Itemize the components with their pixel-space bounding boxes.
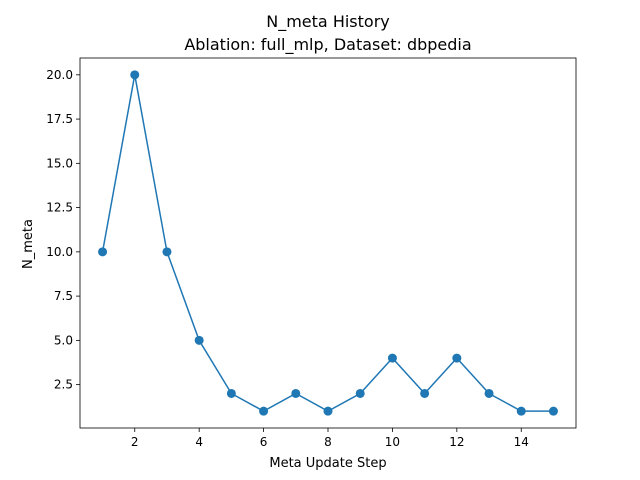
plot-area: 2 4 6 8 10 12 14 2.5 5.0 7.5 10.0 12.5 15.0 17.5 20.0 — [46, 57, 577, 449]
x-tick-label: 4 — [195, 435, 203, 449]
data-point — [420, 388, 430, 398]
x-tick-label: 10 — [385, 435, 400, 449]
y-tick-label: 5.0 — [54, 333, 73, 347]
data-point — [194, 335, 204, 345]
x-tick-label: 6 — [260, 435, 268, 449]
x-axis-label: Meta Update Step — [269, 456, 386, 471]
chart-title: N_meta History — [266, 12, 389, 32]
data-point — [259, 406, 269, 416]
data-point — [355, 388, 365, 398]
y-tick-label: 17.5 — [46, 112, 73, 126]
data-point — [226, 388, 236, 398]
data-point — [484, 388, 494, 398]
y-axis-label: N_meta — [21, 219, 36, 269]
data-point — [130, 70, 140, 80]
data-point — [516, 406, 526, 416]
chart-subtitle: Ablation: full_mlp, Dataset: dbpedia — [184, 35, 471, 55]
y-tick-label: 12.5 — [46, 201, 73, 215]
data-point — [291, 388, 301, 398]
data-point — [387, 353, 397, 363]
x-tick-label: 2 — [131, 435, 139, 449]
x-tick-label: 8 — [324, 435, 332, 449]
y-tick-label: 2.5 — [54, 378, 73, 392]
series-line — [101, 74, 554, 413]
axes-frame — [79, 57, 577, 429]
data-point — [162, 247, 172, 257]
y-tick-label: 20.0 — [46, 68, 73, 82]
x-tick-label: 14 — [514, 435, 529, 449]
x-tick-label: 12 — [449, 435, 464, 449]
y-tick-label: 15.0 — [46, 156, 73, 170]
y-tick-label: 7.5 — [54, 289, 73, 303]
data-point — [98, 247, 108, 257]
data-point — [452, 353, 462, 363]
data-point — [548, 406, 558, 416]
y-tick-label: 10.0 — [46, 245, 73, 259]
data-point — [323, 406, 333, 416]
